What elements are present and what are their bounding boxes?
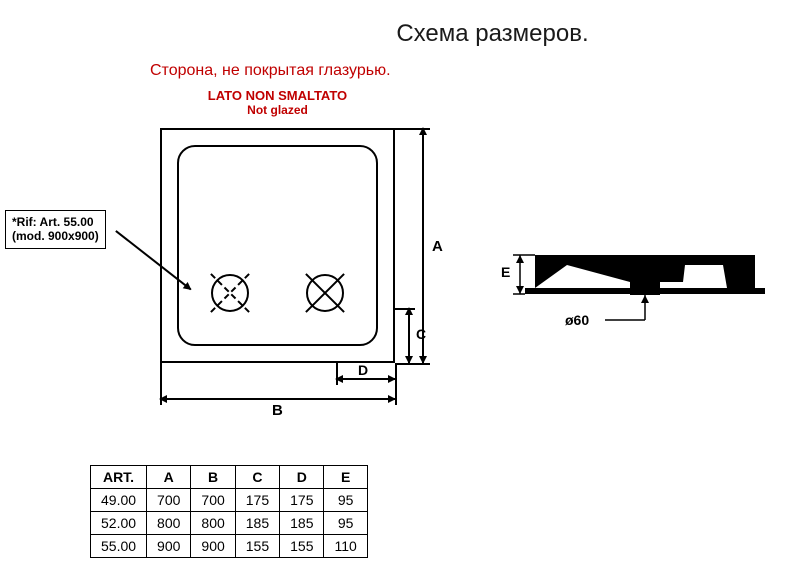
label-lato: LATO NON SMALTATO [160, 88, 395, 103]
callout-line2: (mod. 900x900) [12, 229, 99, 243]
cell: 55.00 [91, 535, 147, 558]
callout-box: *Rif: Art. 55.00 (mod. 900x900) [5, 210, 106, 249]
cell: 700 [191, 489, 235, 512]
cell: 155 [280, 535, 324, 558]
dim-e: E [501, 264, 510, 280]
cell: 52.00 [91, 512, 147, 535]
cell: 900 [147, 535, 191, 558]
table-row: 55.00 900 900 155 155 110 [91, 535, 368, 558]
side-profile-svg [505, 240, 765, 360]
cell: 95 [324, 489, 367, 512]
callout-line1: *Rif: Art. 55.00 [12, 215, 99, 229]
cell: 700 [147, 489, 191, 512]
cell: 900 [191, 535, 235, 558]
cell: 95 [324, 512, 367, 535]
cell: 110 [324, 535, 367, 558]
th-art: ART. [91, 466, 147, 489]
tray-outer [160, 128, 395, 363]
table-row: 49.00 700 700 175 175 95 [91, 489, 368, 512]
dimensions-table: ART. A B C D E 49.00 700 700 175 175 95 … [90, 465, 368, 558]
subtitle-red: Сторона, не покрытая глазурью. [150, 62, 391, 80]
table-row: 52.00 800 800 185 185 95 [91, 512, 368, 535]
cell: 800 [191, 512, 235, 535]
th-d: D [280, 466, 324, 489]
drain-hole-left [211, 274, 249, 312]
table-header-row: ART. A B C D E [91, 466, 368, 489]
th-a: A [147, 466, 191, 489]
dim-a: A [432, 238, 443, 255]
page-title: Схема размеров. [10, 20, 775, 48]
th-b: B [191, 466, 235, 489]
label-notglazed: Not glazed [160, 103, 395, 117]
drain-hole-right [306, 274, 344, 312]
cell: 185 [280, 512, 324, 535]
cell: 185 [235, 512, 279, 535]
side-view: E ø60 [505, 240, 765, 360]
dim-b: B [272, 402, 283, 419]
diagram-area: LATO NON SMALTATO Not glazed A C [0, 80, 785, 420]
dim-c: C [416, 326, 426, 342]
top-view: LATO NON SMALTATO Not glazed A C [160, 80, 440, 410]
cell: 49.00 [91, 489, 147, 512]
cell: 800 [147, 512, 191, 535]
cell: 175 [235, 489, 279, 512]
th-e: E [324, 466, 367, 489]
cell: 155 [235, 535, 279, 558]
th-c: C [235, 466, 279, 489]
cell: 175 [280, 489, 324, 512]
dim-d: D [358, 362, 368, 378]
tray-inner [177, 145, 378, 346]
dim-diameter: ø60 [565, 312, 589, 328]
